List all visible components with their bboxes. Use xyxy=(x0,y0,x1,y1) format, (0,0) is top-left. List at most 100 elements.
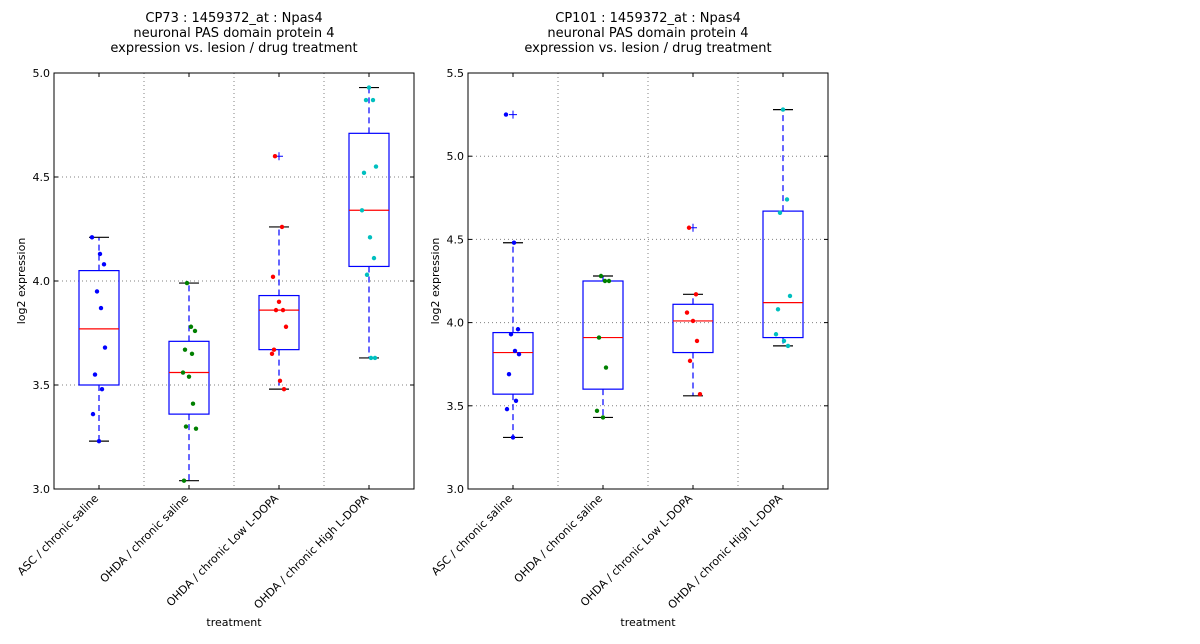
data-point xyxy=(781,338,787,344)
data-point xyxy=(602,278,608,284)
data-point xyxy=(367,235,373,240)
data-point xyxy=(99,386,105,392)
plot-frame xyxy=(53,72,415,490)
y-axis-label: log2 expression xyxy=(15,238,28,325)
data-point xyxy=(508,332,514,337)
y-tick-label: 5.0 xyxy=(447,150,465,163)
data-point xyxy=(773,332,779,337)
x-axis-label: treatment xyxy=(620,616,676,629)
data-point xyxy=(516,352,522,357)
data-point xyxy=(279,224,285,230)
data-point xyxy=(269,351,275,356)
data-point xyxy=(780,107,786,112)
data-point xyxy=(270,274,276,280)
data-point xyxy=(697,391,703,397)
data-point xyxy=(787,293,793,299)
data-point xyxy=(183,424,189,429)
x-axis-label: treatment xyxy=(206,616,262,629)
box-iqr xyxy=(582,280,624,390)
data-point xyxy=(193,426,199,431)
data-point xyxy=(606,278,612,284)
data-point xyxy=(186,374,192,379)
data-point xyxy=(603,365,609,370)
chart-title-line: neuronal PAS domain protein 4 xyxy=(133,26,334,41)
data-point xyxy=(271,347,277,352)
data-point xyxy=(785,343,791,349)
box-group xyxy=(492,110,534,440)
box-group xyxy=(78,235,120,444)
data-point xyxy=(373,164,379,169)
data-point xyxy=(181,478,187,483)
y-tick-label: 3.0 xyxy=(447,483,465,496)
y-tick-label: 3.5 xyxy=(33,379,51,392)
box-iqr xyxy=(168,340,210,415)
box-iqr xyxy=(492,331,534,395)
y-tick-label: 3.0 xyxy=(33,483,51,496)
chart-title-line: CP101 : 1459372_at : Npas4 xyxy=(555,11,740,26)
data-point xyxy=(281,386,287,392)
box-iqr xyxy=(258,294,300,351)
data-point xyxy=(101,262,107,267)
data-point xyxy=(92,372,98,377)
data-point xyxy=(693,292,699,297)
box-group xyxy=(762,107,804,349)
y-tick-label: 5.0 xyxy=(33,67,51,80)
data-point xyxy=(372,355,378,361)
data-point xyxy=(694,338,700,344)
data-point xyxy=(506,371,512,377)
data-point xyxy=(280,307,286,313)
data-point xyxy=(188,324,194,329)
data-point xyxy=(97,251,103,257)
data-point xyxy=(594,408,600,413)
data-point xyxy=(283,324,289,329)
data-point xyxy=(510,435,516,440)
box-iqr xyxy=(348,132,390,268)
data-point xyxy=(189,351,195,356)
data-point xyxy=(686,225,692,230)
data-point xyxy=(596,335,602,340)
data-point xyxy=(687,358,693,364)
y-axis-label: log2 expression xyxy=(429,238,442,325)
data-point xyxy=(180,370,186,375)
data-point xyxy=(98,305,104,311)
chart-title-line: expression vs. lesion / drug treatment xyxy=(524,41,771,56)
data-point xyxy=(182,347,188,352)
box-group xyxy=(168,280,210,483)
data-point xyxy=(368,355,374,361)
data-point xyxy=(690,318,696,324)
data-point xyxy=(361,170,367,176)
data-point xyxy=(94,289,100,294)
data-point xyxy=(359,208,365,213)
x-tick-label: ASC / chronic saline xyxy=(15,492,101,578)
box-group xyxy=(258,152,300,392)
data-point xyxy=(371,255,377,261)
data-point xyxy=(192,328,198,334)
data-point xyxy=(184,280,190,286)
data-point xyxy=(598,273,604,279)
y-tick-label: 5.5 xyxy=(447,67,465,80)
data-point xyxy=(272,154,278,159)
y-tick-label: 4.5 xyxy=(447,233,465,246)
plot-frame xyxy=(467,72,829,490)
data-point xyxy=(775,307,781,312)
data-point xyxy=(784,197,790,202)
data-point xyxy=(89,235,95,240)
y-tick-label: 3.5 xyxy=(447,400,465,413)
y-tick-label: 4.0 xyxy=(33,275,51,288)
data-point xyxy=(363,97,369,103)
data-point xyxy=(102,345,108,350)
data-point xyxy=(277,378,283,384)
data-point xyxy=(777,210,783,215)
data-point xyxy=(273,307,279,313)
x-tick-label: OHDA / chronic saline xyxy=(512,492,606,586)
box-group xyxy=(672,223,714,397)
data-point xyxy=(684,310,690,315)
data-point xyxy=(90,411,96,417)
data-point xyxy=(190,401,196,406)
chart-title-line: expression vs. lesion / drug treatment xyxy=(110,41,357,56)
y-tick-label: 4.5 xyxy=(33,171,51,184)
box-iqr xyxy=(762,210,804,339)
data-point xyxy=(96,438,102,444)
data-point xyxy=(276,299,282,304)
